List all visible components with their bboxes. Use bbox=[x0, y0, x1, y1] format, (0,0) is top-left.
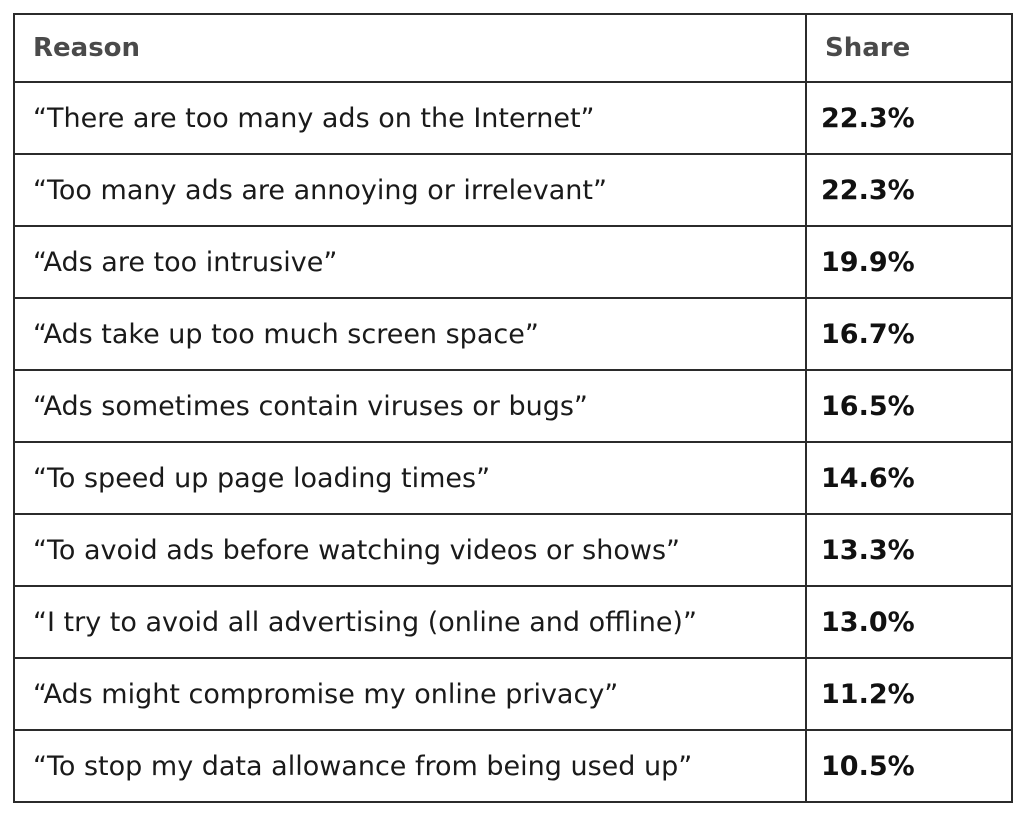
reason-cell: “There are too many ads on the Internet” bbox=[13, 81, 807, 155]
reason-cell: “To avoid ads before watching videos or … bbox=[13, 513, 807, 587]
reason-cell: “Ads are too intrusive” bbox=[13, 225, 807, 299]
table-row: “Ads are too intrusive” 19.9% bbox=[13, 225, 1013, 299]
table-row: “To avoid ads before watching videos or … bbox=[13, 513, 1013, 587]
share-cell: 13.3% bbox=[805, 513, 1013, 587]
share-cell: 16.7% bbox=[805, 297, 1013, 371]
reason-cell: “I try to avoid all advertising (online … bbox=[13, 585, 807, 659]
reason-cell: “Ads sometimes contain viruses or bugs” bbox=[13, 369, 807, 443]
reason-cell: “Ads might compromise my online privacy” bbox=[13, 657, 807, 731]
table-body: “There are too many ads on the Internet”… bbox=[13, 81, 1013, 803]
share-cell: 19.9% bbox=[805, 225, 1013, 299]
table-row: “There are too many ads on the Internet”… bbox=[13, 81, 1013, 155]
table-row: “Ads sometimes contain viruses or bugs” 1… bbox=[13, 369, 1013, 443]
reasons-table: Reason Share “There are too many ads on … bbox=[13, 13, 1013, 803]
share-cell: 22.3% bbox=[805, 153, 1013, 227]
share-cell: 22.3% bbox=[805, 81, 1013, 155]
table-row: “Ads take up too much screen space” 16.7% bbox=[13, 297, 1013, 371]
reason-cell: “To stop my data allowance from being us… bbox=[13, 729, 807, 803]
share-cell: 11.2% bbox=[805, 657, 1013, 731]
share-cell: 14.6% bbox=[805, 441, 1013, 515]
table-row: “Too many ads are annoying or irrelevant… bbox=[13, 153, 1013, 227]
table-row: “To speed up page loading times” 14.6% bbox=[13, 441, 1013, 515]
reason-cell: “To speed up page loading times” bbox=[13, 441, 807, 515]
reason-cell: “Ads take up too much screen space” bbox=[13, 297, 807, 371]
table-row: “I try to avoid all advertising (online … bbox=[13, 585, 1013, 659]
header-share: Share bbox=[805, 13, 1013, 83]
share-cell: 16.5% bbox=[805, 369, 1013, 443]
share-cell: 13.0% bbox=[805, 585, 1013, 659]
header-row: Reason Share bbox=[13, 13, 1013, 83]
share-cell: 10.5% bbox=[805, 729, 1013, 803]
table-header: Reason Share bbox=[13, 13, 1013, 83]
reason-cell: “Too many ads are annoying or irrelevant… bbox=[13, 153, 807, 227]
header-reason: Reason bbox=[13, 13, 807, 83]
table-row: “Ads might compromise my online privacy”… bbox=[13, 657, 1013, 731]
table-row: “To stop my data allowance from being us… bbox=[13, 729, 1013, 803]
